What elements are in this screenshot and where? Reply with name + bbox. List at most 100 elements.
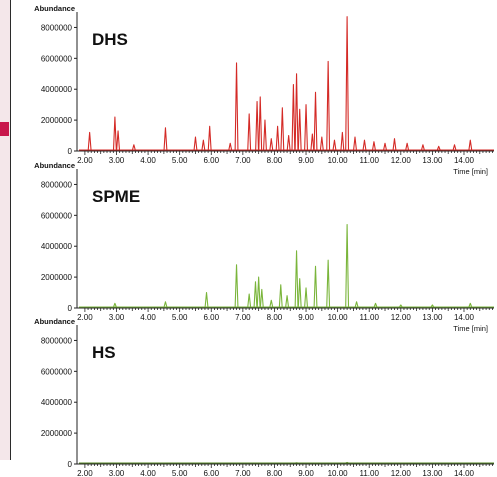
x-tick-label: 13.00 [422, 156, 443, 165]
chromatogram-peak [201, 139, 206, 151]
x-tick-label: 14.00 [454, 156, 475, 165]
chromatogram-peak [163, 127, 168, 151]
y-tick-label: 4000000 [41, 398, 73, 407]
chromatogram-peak [353, 136, 357, 151]
y-axis-title: Abundance [34, 4, 75, 13]
chromatogram-peak [247, 293, 252, 308]
chromatogram-peak [345, 461, 349, 464]
chromatogram-peak [131, 144, 136, 151]
chart-panel-dhs: 8000000 6000000 4000000 2000000 0 2.00 3.00 4.0… [34, 4, 494, 176]
chromatogram-peak [228, 142, 233, 151]
chart-panel-spme: 8000000 6000000 4000000 2000000 0 2.00 3.00 4.0… [34, 161, 494, 333]
chromatogram-peak [362, 139, 367, 151]
x-tick-label: 5.00 [172, 469, 188, 477]
y-tick-label: 8000000 [41, 180, 73, 189]
chromatogram-peak [405, 142, 410, 151]
side-accent-marker [0, 122, 9, 136]
x-tick-label: 3.00 [109, 469, 125, 477]
chromatogram-peak [286, 135, 291, 151]
x-tick-label: 9.00 [298, 156, 314, 165]
chromatogram-peak [204, 292, 209, 308]
chromatogram-peak [340, 131, 345, 151]
panel-label: HS [92, 343, 116, 362]
x-tick-label: 2.00 [77, 313, 93, 322]
chromatogram-peak [163, 301, 168, 308]
chromatogram-peak [263, 119, 267, 151]
x-tick-label: 11.00 [359, 313, 379, 322]
x-tick-label: 14.00 [454, 469, 475, 477]
chromatogram-peak [87, 131, 92, 151]
x-tick-label: 9.00 [298, 469, 314, 477]
y-tick-label: 6000000 [41, 211, 73, 220]
chromatogram-peak [452, 144, 457, 151]
chromatogram-peak [319, 136, 324, 151]
chromatogram-peak [304, 104, 308, 151]
x-tick-label: 6.00 [203, 469, 219, 477]
x-tick-label: 3.00 [109, 313, 125, 322]
chromatogram-peak [468, 139, 473, 151]
x-tick-label: 13.00 [422, 313, 443, 322]
y-tick-label: 0 [68, 147, 73, 156]
x-tick-label: 12.00 [391, 313, 412, 322]
x-tick-label: 2.00 [77, 469, 93, 477]
x-tick-label: 8.00 [267, 469, 283, 477]
chromatogram-peak [253, 281, 258, 308]
chromatogram-peak [269, 299, 274, 308]
chromatogram-peak [278, 284, 283, 308]
x-tick-label: 7.00 [235, 156, 251, 165]
y-axis-title: Abundance [34, 161, 75, 170]
x-tick-label: 10.00 [328, 156, 349, 165]
chart-panel-hs: 8000000 6000000 4000000 2000000 0 2.00 3.00 4.0… [34, 317, 494, 477]
chromatogram-peak [398, 304, 403, 308]
chromatogram-peak [234, 264, 239, 308]
x-tick-label: 7.00 [235, 469, 251, 477]
chromatogram-peak [372, 141, 376, 151]
chromatogram-peak [256, 276, 261, 308]
chromatogram-peak [294, 250, 299, 308]
chromatogram-peak [255, 101, 260, 151]
x-tick-label: 6.00 [203, 156, 219, 165]
chromatogram-peak [326, 60, 331, 151]
chromatogram-peak [247, 113, 252, 151]
x-tick-label: 8.00 [267, 156, 283, 165]
x-tick-label: 11.00 [359, 469, 379, 477]
x-axis-title: Time [min] [453, 167, 488, 176]
chromatogram-peak [259, 288, 264, 308]
chromatogram-peak [297, 278, 302, 308]
chromatogram-peak [420, 144, 425, 151]
chromatogram-peak [297, 108, 302, 151]
x-tick-label: 10.00 [328, 313, 349, 322]
y-tick-label: 4000000 [41, 85, 73, 94]
chromatogram-peak [304, 287, 308, 308]
y-tick-label: 4000000 [41, 242, 73, 251]
chromatogram-peak [234, 62, 239, 151]
y-tick-label: 0 [68, 460, 73, 469]
x-tick-label: 2.00 [77, 156, 93, 165]
chromatogram-peak [354, 301, 359, 308]
y-tick-label: 2000000 [41, 429, 73, 438]
chromatogram-peak [280, 107, 285, 151]
chromatogram-peak [285, 295, 290, 308]
x-tick-label: 6.00 [203, 313, 219, 322]
panel-label: DHS [92, 30, 128, 49]
x-tick-label: 11.00 [359, 156, 379, 165]
chromatogram-peak [326, 259, 331, 308]
y-tick-label: 0 [68, 304, 73, 313]
chromatogram-peak [112, 116, 117, 151]
x-tick-label: 13.00 [422, 469, 443, 477]
chromatogram-peak [383, 142, 387, 151]
chromatogram-peak [345, 224, 350, 308]
x-tick-label: 9.00 [298, 313, 314, 322]
chromatogram-peak [392, 138, 397, 151]
y-tick-label: 6000000 [41, 367, 73, 376]
chromatogram-peak [313, 265, 318, 308]
x-tick-label: 7.00 [235, 313, 251, 322]
chromatogram-peak [310, 133, 315, 151]
y-tick-label: 2000000 [41, 273, 73, 282]
chromatogram-peak [294, 73, 299, 151]
chromatogram-peak [269, 138, 274, 151]
chromatogram-peak [468, 302, 473, 308]
x-tick-label: 12.00 [391, 469, 412, 477]
x-tick-label: 3.00 [109, 156, 125, 165]
